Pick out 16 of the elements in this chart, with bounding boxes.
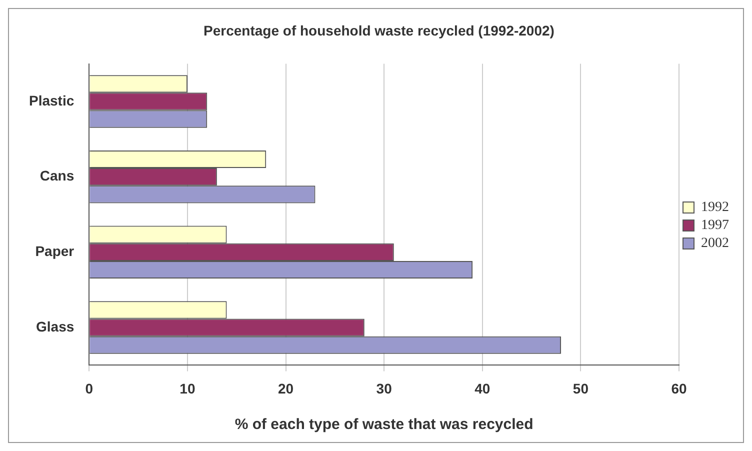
x-tick-label: 60 xyxy=(671,380,687,396)
x-tick-label: 20 xyxy=(278,380,294,396)
y-tick-label: Plastic xyxy=(28,92,74,108)
chart-title: Percentage of household waste recycled (1992-2002) xyxy=(204,22,554,38)
x-axis-title: % of each type of waste that was recycled xyxy=(234,416,534,434)
y-tick-label: Paper xyxy=(35,243,75,260)
x-tick-label: 40 xyxy=(474,380,490,396)
legend-label: 2002 xyxy=(701,236,729,252)
x-tick-label: 0 xyxy=(85,380,94,396)
y-tick-label: Glass xyxy=(36,318,74,334)
legend-label: 1997 xyxy=(701,218,729,234)
x-tick-label: 30 xyxy=(376,380,392,396)
x-tick-label: 50 xyxy=(572,380,589,396)
y-tick-label: Cans xyxy=(40,168,74,184)
x-tick-label: 10 xyxy=(180,380,196,396)
legend-label: 1992 xyxy=(701,200,729,216)
